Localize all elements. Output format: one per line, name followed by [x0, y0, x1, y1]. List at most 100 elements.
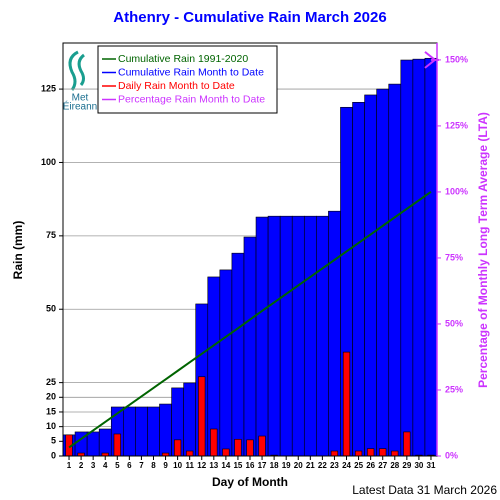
y-tick-label: 125	[41, 83, 56, 93]
legend-label: Percentage Rain Month to Date	[118, 93, 265, 105]
bar	[231, 252, 245, 457]
bar	[330, 450, 339, 457]
y2-tick-label: 100%	[445, 186, 468, 196]
bar	[246, 439, 254, 457]
x-tick-label: 13	[209, 461, 218, 470]
legend-box	[97, 45, 278, 114]
bar	[403, 431, 411, 457]
chart-title: Athenry - Cumulative Rain March 2026	[113, 9, 386, 26]
bar	[198, 376, 206, 457]
bar	[183, 382, 197, 457]
bar	[388, 83, 402, 457]
y-tick-label: 0	[51, 450, 56, 460]
y-tick-label: 20	[46, 392, 56, 402]
x-tick-label: 29	[402, 461, 411, 470]
x-tick-label: 16	[246, 461, 255, 470]
y-axis-label: Rain (mm)	[11, 221, 25, 280]
x-tick-label: 5	[115, 461, 120, 470]
y-tick-label: 50	[46, 304, 56, 314]
x-axis-label: Day of Month	[212, 475, 288, 489]
y2-tick-label: 25%	[445, 384, 463, 394]
bar	[379, 448, 387, 457]
x-tick-label: 17	[258, 461, 267, 470]
bar	[186, 450, 194, 457]
logo-text: Met	[72, 93, 89, 104]
y2-tick-label: 75%	[445, 252, 463, 262]
x-tick-label: 14	[221, 461, 230, 470]
bar	[267, 215, 281, 457]
y2-axis-label: Percentage of Monthly Long Term Average …	[476, 112, 490, 388]
x-tick-label: 15	[233, 461, 242, 470]
x-tick-label: 4	[103, 461, 108, 470]
logo-text: Éireann	[63, 100, 97, 113]
y2-tick-label: 0%	[445, 450, 458, 460]
y-tick-label: 100	[41, 157, 56, 167]
bar	[424, 57, 438, 457]
x-tick-label: 31	[427, 461, 436, 470]
x-tick-label: 21	[306, 461, 315, 470]
y2-tick-label: 50%	[445, 318, 463, 328]
x-tick-label: 28	[390, 461, 399, 470]
bar	[113, 433, 121, 457]
bar	[86, 431, 100, 457]
y-tick-label: 15	[46, 406, 56, 416]
bar	[135, 406, 148, 457]
bar	[391, 450, 399, 457]
bar	[210, 428, 218, 457]
bar	[173, 439, 182, 457]
bar	[255, 216, 269, 457]
logo: Met Éireann	[63, 50, 97, 113]
x-tick-label: 30	[414, 461, 423, 470]
bar	[147, 406, 160, 457]
y-tick-label: 5	[51, 436, 56, 446]
y-tick-label: 75	[46, 230, 56, 240]
bar	[376, 88, 390, 457]
bar	[98, 428, 112, 457]
bar	[243, 236, 257, 457]
footer: Latest Data 31 March 2026	[352, 483, 497, 497]
bar	[291, 215, 305, 457]
x-tick-label: 9	[163, 461, 168, 470]
bar	[400, 59, 414, 457]
x-tick-label: 7	[139, 461, 144, 470]
x-tick-label: 12	[197, 461, 206, 470]
bar	[222, 448, 230, 457]
bar	[342, 351, 351, 457]
bar	[279, 215, 293, 457]
y-tick-label: 10	[46, 421, 56, 431]
bar	[354, 450, 363, 457]
bar	[258, 435, 266, 457]
x-tick-label: 20	[294, 461, 303, 470]
x-tick-label: 3	[91, 461, 96, 470]
legend-label: Daily Rain Month to Date	[118, 80, 235, 92]
x-tick-label: 10	[173, 461, 182, 470]
x-tick-label: 18	[270, 461, 279, 470]
bar	[364, 94, 377, 457]
bar	[352, 101, 365, 457]
bar	[159, 403, 172, 457]
x-tick-label: 26	[366, 461, 375, 470]
x-tick-label: 19	[282, 461, 291, 470]
x-tick-label: 24	[342, 461, 351, 470]
y2-tick-label: 125%	[445, 120, 468, 130]
bar	[316, 215, 329, 457]
line	[68, 191, 432, 449]
x-tick-label: 11	[185, 461, 194, 470]
legend-label: Cumulative Rain Month to Date	[118, 66, 264, 78]
y-tick-label: 25	[46, 377, 56, 387]
x-tick-label: 6	[127, 461, 132, 470]
y2-tick-label: 150%	[445, 54, 468, 64]
x-tick-label: 25	[354, 461, 363, 470]
x-tick-label: 22	[318, 461, 327, 470]
x-tick-label: 8	[151, 461, 156, 470]
x-tick-label: 2	[79, 461, 84, 470]
bar	[367, 448, 375, 457]
bar	[219, 269, 233, 457]
bar	[303, 215, 317, 457]
bar	[412, 58, 426, 457]
legend-label: Cumulative Rain 1991-2020	[118, 53, 248, 65]
bar	[328, 210, 341, 457]
logo-mark	[68, 50, 85, 91]
